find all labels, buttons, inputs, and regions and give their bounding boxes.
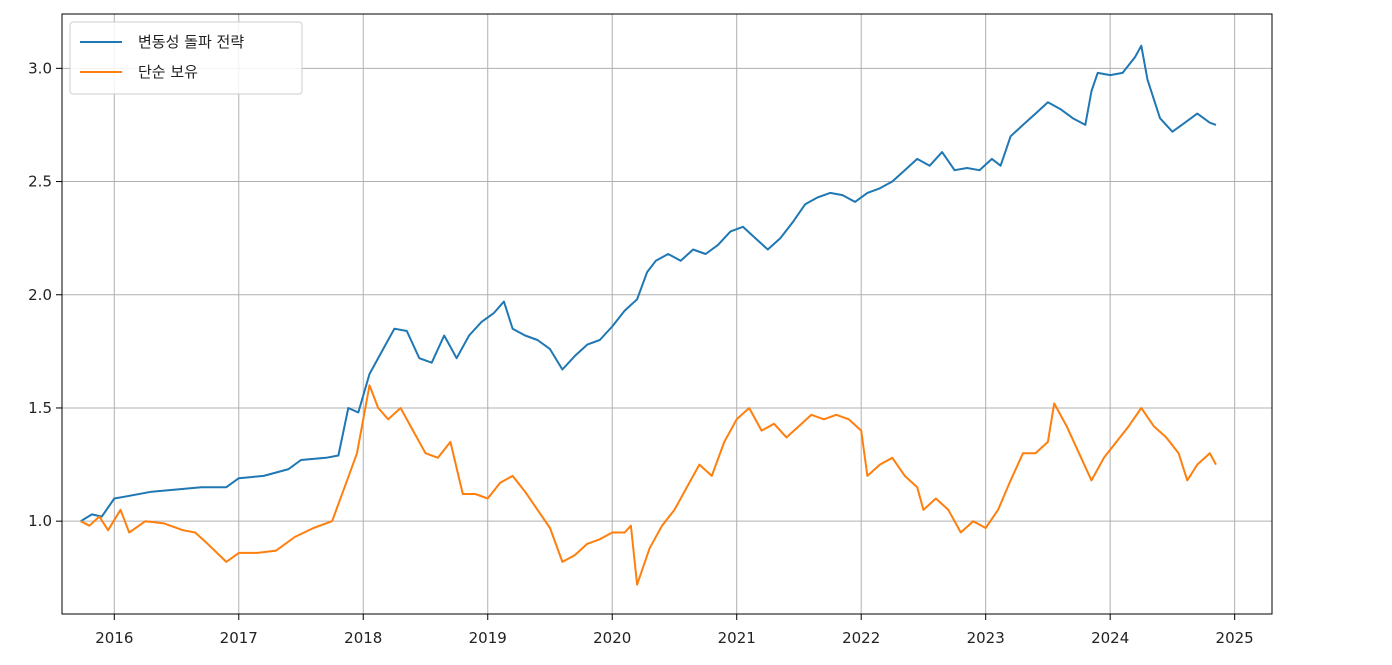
x-tick-label: 2016	[95, 629, 133, 647]
x-tick-label: 2019	[469, 629, 507, 647]
x-tick-label: 2025	[1216, 629, 1254, 647]
grid	[62, 14, 1272, 614]
series-line-0	[80, 44, 1217, 523]
y-tick-label: 2.5	[28, 173, 52, 191]
x-tick-label: 2024	[1091, 629, 1129, 647]
y-axis: 1.0 1.5 2.0 2.5 3.0	[28, 59, 62, 530]
legend-box	[69, 21, 303, 95]
x-tick-label: 2018	[344, 629, 382, 647]
x-tick-label: 2017	[220, 629, 258, 647]
x-tick-label: 2022	[842, 629, 880, 647]
legend-label-strategy: 변동성 돌파 전략	[138, 33, 244, 51]
legend-label-buy-hold: 단순 보유	[138, 63, 198, 81]
legend: 변동성 돌파 전략 단순 보유	[69, 21, 303, 95]
y-tick-label: 1.0	[28, 512, 52, 530]
x-tick-label: 2020	[593, 629, 631, 647]
x-tick-label: 2021	[718, 629, 756, 647]
y-tick-label: 1.5	[28, 399, 52, 417]
y-tick-label: 3.0	[28, 59, 52, 77]
plot-frame	[61, 13, 1273, 615]
y-tick-label: 2.0	[28, 286, 52, 304]
series-layer	[80, 44, 1217, 586]
x-axis: 2016 2017 2018 2019 2020 2021 2022 2023 2024 2025	[95, 614, 1254, 647]
x-tick-label: 2023	[967, 629, 1005, 647]
series-line-1	[80, 384, 1217, 586]
